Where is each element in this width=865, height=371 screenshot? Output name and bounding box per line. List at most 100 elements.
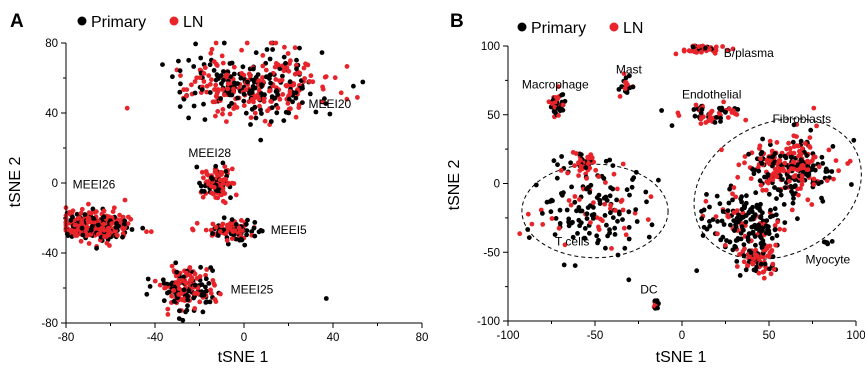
point-ln [204, 267, 210, 272]
point-primary [723, 109, 728, 115]
cluster-label-meei25: MEEI25 [231, 282, 274, 296]
point-ln [798, 151, 804, 157]
point-ln [199, 169, 205, 175]
point-primary [607, 227, 612, 233]
point-primary [210, 231, 216, 236]
point-ln [83, 229, 89, 235]
point-primary [809, 167, 814, 173]
point-primary [555, 162, 560, 168]
point-primary [184, 307, 190, 313]
point-primary [772, 206, 778, 212]
point-primary [241, 98, 247, 104]
point-primary [607, 193, 613, 199]
point-primary [145, 276, 151, 282]
point-primary [587, 190, 593, 195]
point-primary [744, 193, 749, 199]
point-ln [86, 241, 92, 246]
point-primary [94, 245, 99, 251]
point-primary [574, 208, 579, 214]
point-primary [199, 188, 205, 194]
point-ln [831, 176, 836, 182]
point-primary [251, 66, 256, 72]
point-ln [233, 192, 239, 198]
point-primary [200, 309, 206, 315]
point-primary [351, 83, 356, 89]
point-ln [192, 79, 198, 84]
point-ln [227, 226, 233, 231]
panel-b-axes: -100 -50 0 50 100 -100 -50 0 50 100 [477, 41, 865, 342]
point-ln [765, 253, 770, 259]
point-ln [287, 91, 293, 97]
point-primary [297, 45, 302, 51]
point-primary [300, 100, 305, 105]
point-ln [224, 238, 230, 243]
point-primary [608, 210, 613, 216]
point-primary [790, 200, 796, 206]
point-ln [742, 154, 748, 159]
point-ln [730, 191, 735, 197]
point-primary [323, 296, 329, 301]
point-primary [750, 214, 756, 220]
point-ln [698, 121, 704, 126]
point-primary [198, 264, 204, 270]
point-ln [229, 236, 235, 241]
point-ln [204, 89, 210, 95]
point-ln [213, 195, 219, 200]
panel-b-legend: Primary LN [517, 20, 643, 37]
point-ln [565, 170, 570, 176]
point-ln [282, 44, 287, 50]
point-primary [215, 233, 221, 238]
point-primary [829, 169, 835, 174]
point-primary [791, 196, 796, 201]
point-primary [605, 233, 610, 239]
cluster-label-meei28: MEEI28 [188, 146, 231, 160]
point-ln [84, 233, 89, 239]
point-primary [644, 199, 649, 205]
point-primary [283, 60, 288, 66]
point-ln [767, 158, 773, 164]
point-primary [168, 281, 174, 287]
point-primary [120, 234, 125, 240]
point-primary [199, 292, 205, 298]
point-primary [245, 217, 250, 223]
point-primary [830, 144, 836, 149]
point-ln [562, 242, 568, 248]
point-ln [572, 163, 577, 169]
point-primary [572, 263, 578, 268]
point-ln [760, 187, 766, 193]
point-primary [691, 107, 697, 112]
point-ln [169, 263, 175, 269]
point-ln [805, 197, 811, 203]
point-primary [714, 193, 720, 199]
x-tick-label: -100 [496, 330, 519, 342]
point-primary [585, 205, 591, 211]
point-primary [646, 234, 652, 240]
legend-ln-label: LN [623, 20, 643, 37]
point-ln [355, 95, 360, 100]
point-ln [201, 175, 206, 181]
point-ln [556, 113, 561, 118]
point-ln [770, 261, 776, 267]
point-primary [756, 222, 761, 228]
point-primary [760, 136, 765, 142]
point-primary [290, 99, 295, 105]
point-primary [584, 186, 589, 192]
point-ln [713, 47, 719, 53]
point-ln [293, 114, 299, 120]
point-ln [615, 186, 620, 192]
point-primary [293, 90, 299, 96]
point-primary [113, 224, 119, 230]
point-primary [773, 212, 779, 218]
point-primary [783, 185, 788, 191]
point-ln [713, 44, 719, 50]
point-ln [847, 158, 853, 164]
point-ln [608, 206, 613, 212]
point-primary [300, 85, 305, 91]
point-primary [823, 166, 829, 172]
point-primary [633, 207, 639, 213]
point-ln [85, 219, 91, 225]
point-ln [681, 48, 687, 54]
point-ln [756, 270, 762, 276]
point-primary [789, 185, 795, 191]
point-ln [308, 73, 314, 79]
